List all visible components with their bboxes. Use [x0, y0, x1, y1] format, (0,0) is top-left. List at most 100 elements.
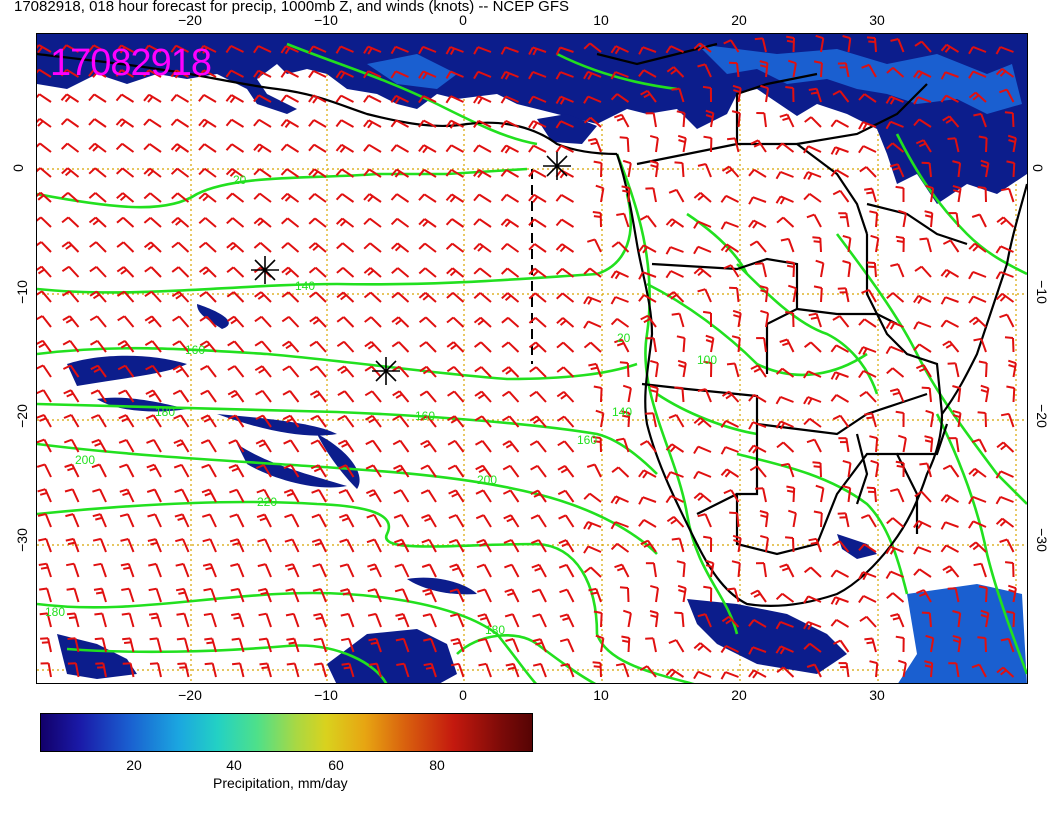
wind-barb: [90, 414, 107, 428]
wind-barb: [91, 463, 107, 478]
wind-barb: [622, 384, 632, 403]
wind-barb: [391, 242, 410, 253]
border-line: [855, 433, 869, 505]
wind-barb: [557, 489, 575, 503]
wind-barb: [308, 119, 327, 128]
wind-barb: [952, 385, 962, 403]
wind-barb: [812, 461, 822, 478]
contour-label: 160: [415, 409, 435, 423]
wind-barb: [283, 488, 300, 503]
wind-barb: [204, 662, 217, 678]
wind-barb: [335, 94, 354, 103]
wind-barb: [665, 218, 685, 228]
wind-barb: [555, 46, 574, 56]
wind-barb: [313, 612, 327, 628]
wind-barb: [500, 70, 519, 80]
wind-barb: [750, 364, 767, 378]
wind-barb: [973, 562, 987, 578]
wind-barb: [310, 439, 327, 453]
wind-barb: [144, 340, 162, 353]
precip-area: [407, 577, 477, 595]
wind-barb: [803, 370, 822, 379]
wind-barb: [308, 69, 327, 79]
wind-barb: [693, 267, 712, 278]
wind-barb: [803, 171, 822, 180]
wind-barb: [143, 241, 162, 253]
wind-barb: [897, 659, 907, 678]
wind-barb: [62, 290, 80, 303]
wind-barb: [445, 242, 465, 253]
wind-barb: [475, 514, 492, 528]
wind-barb: [530, 489, 547, 503]
wind-barb: [915, 139, 932, 153]
wind-barb: [1000, 412, 1015, 428]
wind-barb: [720, 221, 739, 230]
wind-barb: [693, 245, 712, 255]
colorbar-tick: 60: [328, 757, 344, 773]
wind-barb: [978, 585, 988, 603]
wind-barb: [995, 271, 1014, 280]
wind-barb: [592, 436, 602, 453]
wind-barb: [559, 588, 575, 603]
wind-barb: [555, 95, 574, 105]
wind-barb: [968, 295, 987, 304]
wind-barb: [750, 139, 767, 153]
wind-barb: [500, 193, 520, 203]
wind-barb: [619, 586, 630, 603]
wind-barb: [787, 284, 797, 303]
wind-barb: [226, 241, 245, 253]
wind-barb: [225, 44, 244, 54]
wind-barb: [886, 142, 905, 153]
wind-barb: [808, 87, 822, 103]
wind-barb: [37, 413, 52, 428]
top-lon-label: −20: [178, 12, 202, 28]
wind-barb: [88, 142, 107, 153]
wind-barb: [309, 365, 327, 378]
precip-area: [837, 534, 877, 559]
wind-barb: [528, 169, 547, 178]
wind-barb: [363, 70, 382, 79]
wind-barb: [229, 488, 245, 503]
wind-barb: [897, 434, 907, 453]
wind-barb: [940, 494, 960, 504]
border-line: [796, 307, 898, 325]
wind-barb: [759, 285, 769, 303]
wind-barb: [335, 193, 355, 203]
wind-barb: [145, 414, 162, 428]
wind-barb: [720, 671, 739, 680]
wind-barb: [282, 365, 300, 378]
wind-barb: [285, 588, 300, 603]
wind-barb: [447, 415, 465, 428]
wind-barb: [638, 46, 657, 55]
wind-barb: [665, 45, 684, 54]
wind-barb: [748, 196, 767, 205]
wind-barb: [779, 563, 795, 578]
wind-barb: [859, 615, 877, 628]
wind-barb: [995, 495, 1014, 505]
wind-barb: [200, 389, 217, 403]
wind-barb: [995, 517, 1015, 528]
wind-barb: [622, 609, 632, 628]
border-line: [696, 493, 738, 515]
contour-line: [686, 212, 749, 275]
border-line: [796, 83, 928, 146]
wind-barb: [948, 212, 960, 228]
wind-barb: [968, 467, 987, 478]
wind-barb: [144, 315, 162, 328]
wind-barb: [337, 439, 355, 453]
wind-barb: [968, 242, 987, 253]
wind-barb: [913, 96, 932, 105]
wind-barb: [173, 463, 190, 478]
wind-barb: [529, 415, 547, 428]
colorbar-label: Precipitation, mm/day: [213, 775, 348, 791]
wind-barb: [555, 267, 575, 278]
wind-barb: [813, 60, 823, 78]
wind-barb: [861, 514, 877, 528]
wind-barb: [666, 66, 685, 78]
wind-barb: [885, 545, 904, 555]
wind-barb: [947, 587, 960, 603]
wind-barb: [122, 662, 135, 678]
wind-barb: [501, 341, 520, 353]
wind-barb: [859, 390, 877, 403]
wind-barb: [199, 340, 217, 353]
